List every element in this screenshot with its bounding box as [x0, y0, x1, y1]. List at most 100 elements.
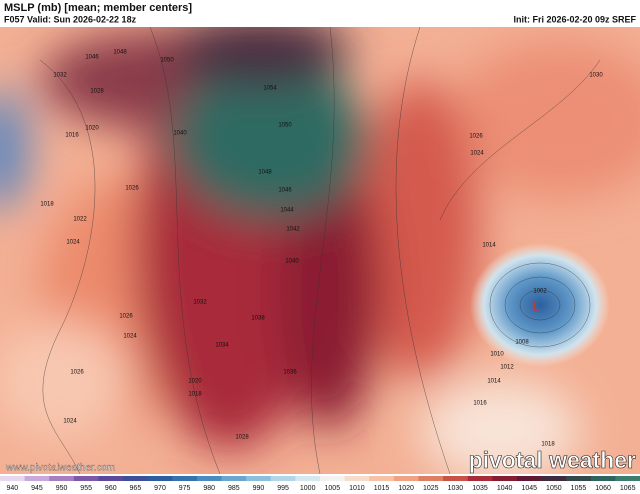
isobar-label: 1024 — [470, 151, 484, 157]
colorbar-cell — [467, 476, 493, 481]
isobar-label: 1014 — [482, 243, 496, 249]
colorbar-cell — [123, 476, 149, 481]
isobar-label: 1038 — [251, 316, 265, 322]
colorbar-cell — [221, 476, 247, 481]
colorbar-tick-label: 975 — [179, 485, 191, 492]
colorbar: 940 945 950 955 960 965 970 975 980 985 990 995 1000… — [0, 474, 640, 494]
colorbar-cell — [73, 476, 99, 481]
isobar-label: 1026 — [125, 186, 139, 192]
isobar-label: 1048 — [113, 50, 127, 56]
colorbar-cell — [590, 476, 616, 481]
colorbar-tick-label: 1000 — [300, 485, 316, 492]
isobar-label: 1054 — [263, 86, 277, 92]
isobar-label: 1012 — [500, 365, 514, 371]
isobar-label: 1032 — [53, 73, 67, 79]
isobar-label: 1008 — [515, 340, 529, 346]
colorbar-tick-label: 955 — [80, 485, 92, 492]
colorbar-cell — [147, 476, 173, 481]
colorbar-tick-label: 1030 — [448, 485, 464, 492]
colorbar-cell — [320, 476, 346, 481]
isobar-label: 1028 — [235, 435, 249, 441]
colorbar-cell — [369, 476, 395, 481]
colorbar-tick-label: 950 — [56, 485, 68, 492]
isobar-label: 1040 — [285, 259, 299, 265]
colorbar-cell — [393, 476, 419, 481]
colorbar-tick-label: 1025 — [423, 485, 439, 492]
colorbar-cell — [418, 476, 444, 481]
colorbar-cell — [295, 476, 321, 481]
isobar-label: 1046 — [278, 188, 292, 194]
isobar-label: 1026 — [70, 370, 84, 376]
colorbar-cell — [49, 476, 75, 481]
isobar-label: 1048 — [258, 170, 272, 176]
isobar-label: 1010 — [490, 352, 504, 358]
isobar-labels: 1048 1046 1050 1032 1028 1020 1016 1040 1054 1050… — [40, 50, 603, 448]
colorbar-tick-label: 940 — [6, 485, 18, 492]
colorbar-tick-label: 1035 — [472, 485, 488, 492]
colorbar-tick-label: 1020 — [398, 485, 414, 492]
isobar-label: 1024 — [63, 419, 77, 425]
isobar-label: 1036 — [283, 370, 297, 376]
isobar-label: 1050 — [278, 123, 292, 129]
colorbar-tick-label: 965 — [130, 485, 142, 492]
colorbar-tick-label: 980 — [203, 485, 215, 492]
header-bg — [0, 0, 640, 27]
colorbar-tick-label: 990 — [253, 485, 265, 492]
colorbar-cell — [443, 476, 469, 481]
isobar-label: 1016 — [473, 401, 487, 407]
colorbar-cell — [246, 476, 272, 481]
colorbar-tick-label: 1050 — [546, 485, 562, 492]
colorbar-tick-label: 1010 — [349, 485, 365, 492]
valid-time: F057 Valid: Sun 2026-02-22 18z — [4, 14, 137, 24]
isobar-label: 1028 — [90, 89, 104, 95]
colorbar-cell — [541, 476, 567, 481]
isobar-label: 1026 — [119, 314, 133, 320]
colorbar-tick-label: 1060 — [595, 485, 611, 492]
isobar-label: 1044 — [280, 208, 294, 214]
colorbar-cell — [196, 476, 223, 481]
map — [0, 27, 640, 474]
colorbar-tick-label: 945 — [31, 485, 43, 492]
colorbar-tick-label: 1045 — [521, 485, 537, 492]
colorbar-cell — [615, 476, 640, 481]
isobar-label: 1030 — [589, 73, 603, 79]
map-title: MSLP (mb) [mean; member centers] — [4, 2, 192, 14]
isobar-label: 1034 — [215, 343, 229, 349]
isobar-label: 1022 — [73, 217, 87, 223]
isobar-label: 1018 — [40, 202, 54, 208]
watermark-url: www.pivotalweather.com — [5, 463, 116, 474]
colorbar-cell — [516, 476, 543, 481]
isobar-label: 1018 — [188, 392, 202, 398]
isobar-label: 1042 — [286, 227, 300, 233]
colorbar-cell — [0, 476, 26, 481]
isobar-label: 1032 — [193, 300, 207, 306]
watermark-brand: pivotal weather — [469, 447, 636, 473]
colorbar-cell — [344, 476, 370, 481]
isobar-label: 1018 — [541, 442, 555, 448]
colorbar-cell — [172, 476, 198, 481]
isobar-label: 1050 — [160, 58, 174, 64]
colorbar-tick-label: 985 — [228, 485, 240, 492]
colorbar-tick-label: 995 — [277, 485, 289, 492]
colorbar-cell — [566, 476, 592, 481]
colorbar-tick-label: 960 — [105, 485, 117, 492]
colorbar-cell — [98, 476, 124, 481]
isobar-label: 1024 — [66, 240, 80, 246]
colorbar-cell — [270, 476, 296, 481]
colorbar-tick-label: 1015 — [374, 485, 390, 492]
isobar-label: 1014 — [487, 379, 501, 385]
isobar-label: 1046 — [85, 55, 99, 61]
colorbar-tick-label: 1040 — [497, 485, 513, 492]
low-center-marker: L — [532, 298, 540, 313]
colorbar-tick-label: 970 — [154, 485, 166, 492]
isobar-label: 1016 — [65, 133, 79, 139]
colorbar-cell — [24, 476, 50, 481]
init-time: Init: Fri 2026-02-20 09z SREF — [513, 14, 636, 24]
isobar-label: 1020 — [85, 126, 99, 132]
colorbar-tick-label: 1055 — [571, 485, 587, 492]
colorbar-cell — [492, 476, 518, 481]
isobar-label: 1020 — [188, 379, 202, 385]
isobar-label: 1002 — [533, 289, 547, 295]
